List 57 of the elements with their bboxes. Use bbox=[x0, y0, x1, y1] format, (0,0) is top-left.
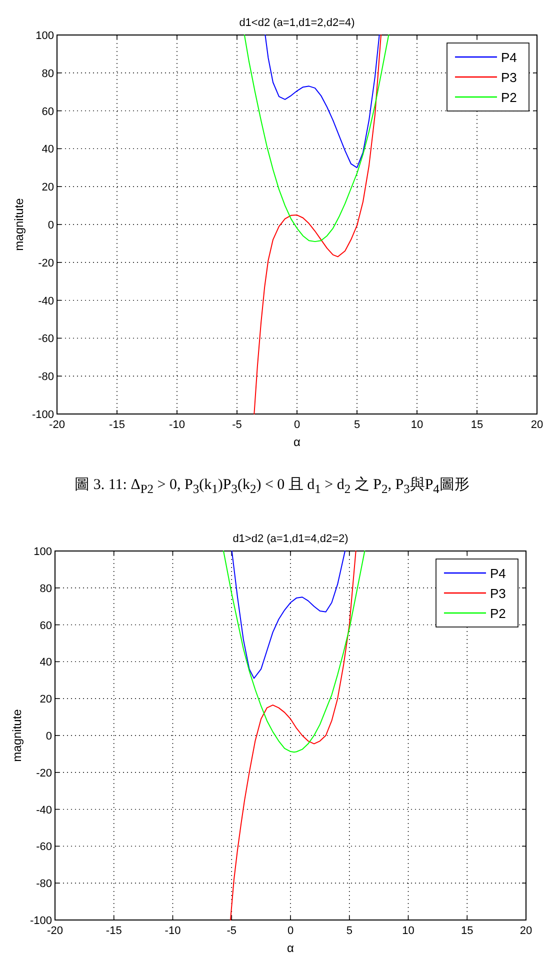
x-tick-label: 20 bbox=[520, 925, 532, 937]
x-tick-label: 15 bbox=[470, 419, 484, 431]
x-tick-label: 5 bbox=[346, 925, 352, 937]
y-tick-label: 60 bbox=[40, 620, 52, 632]
y-tick-label: -40 bbox=[36, 804, 52, 816]
y-tick-label: -60 bbox=[38, 333, 54, 346]
x-tick-label: -5 bbox=[226, 925, 237, 937]
line-series bbox=[264, 34, 380, 168]
y-axis-title: magnitute bbox=[12, 198, 26, 251]
y-tick-label: -20 bbox=[38, 257, 54, 270]
line-series bbox=[223, 550, 366, 753]
x-axis-title: α bbox=[294, 435, 301, 449]
chart-title: d1>d2 (a=1,d1=4,d2=2) bbox=[232, 533, 348, 545]
x-tick-label: -15 bbox=[106, 925, 122, 937]
text: 圖 3. 11: Δ$_{P2}$ > 0, P$_{3}$(k$_{1}$)P$_{3}$(k$_{2}$) < 0 且 d$_{1}$ > d$_{2}$ 之 P$_{2}$, P$_{3}$與P$_{4}$圖形 bbox=[74, 477, 470, 496]
y-tick-label: 20 bbox=[42, 182, 54, 194]
y-axis-title: magnitute bbox=[10, 708, 24, 762]
x-tick-label: -15 bbox=[109, 419, 125, 431]
line-series bbox=[244, 34, 390, 242]
y-tick-label: 60 bbox=[42, 106, 54, 118]
y-tick-label: -40 bbox=[38, 295, 54, 308]
y-tick-label: 100 bbox=[36, 30, 54, 42]
x-tick-label: 15 bbox=[461, 925, 474, 937]
y-tick-label: -100 bbox=[30, 915, 52, 927]
y-tick-label: -20 bbox=[36, 767, 52, 780]
y-tick-label: -80 bbox=[38, 371, 54, 384]
chart-title: d1<d2 (a=1,d1=2,d2=4) bbox=[239, 17, 355, 29]
legend-label: P2 bbox=[501, 90, 517, 105]
legend-label: P3 bbox=[490, 586, 506, 601]
y-tick-label: 0 bbox=[48, 220, 54, 232]
x-tick-label: -10 bbox=[169, 419, 185, 431]
legend-label: P4 bbox=[501, 50, 517, 65]
x-tick-label: 0 bbox=[287, 925, 294, 937]
y-tick-label: -60 bbox=[36, 841, 52, 854]
legend-label: P3 bbox=[501, 70, 517, 85]
x-tick-label: -10 bbox=[164, 925, 181, 937]
line-series bbox=[230, 550, 356, 920]
line-series bbox=[231, 550, 346, 679]
y-tick-label: 80 bbox=[42, 68, 54, 80]
y-tick-label: -80 bbox=[36, 878, 52, 890]
x-axis-title: α bbox=[287, 941, 294, 955]
x-tick-label: 10 bbox=[402, 925, 414, 937]
x-tick-label: 5 bbox=[354, 419, 360, 431]
legend-label: P2 bbox=[490, 606, 506, 621]
x-tick-label: 0 bbox=[294, 419, 300, 431]
line-series bbox=[254, 34, 382, 414]
y-tick-label: 40 bbox=[42, 144, 54, 156]
x-tick-label: -5 bbox=[232, 419, 242, 431]
y-tick-label: -100 bbox=[32, 409, 54, 421]
y-tick-label: 80 bbox=[40, 582, 52, 595]
legend-label: P4 bbox=[490, 566, 506, 581]
x-tick-label: 10 bbox=[410, 419, 424, 431]
y-tick-label: 40 bbox=[40, 656, 52, 669]
x-tick-label: 20 bbox=[530, 419, 544, 431]
y-tick-label: 20 bbox=[40, 694, 52, 706]
y-tick-label: 0 bbox=[46, 730, 52, 742]
y-tick-label: 100 bbox=[34, 546, 52, 558]
